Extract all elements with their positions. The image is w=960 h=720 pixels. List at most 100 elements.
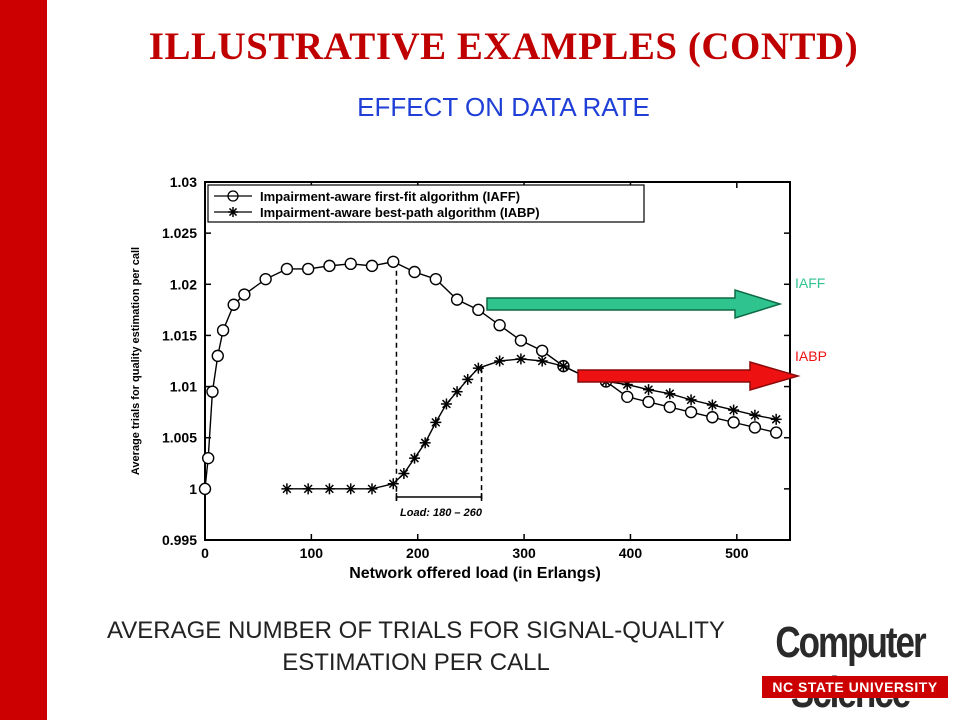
data-point-iabp [281, 483, 293, 495]
star-stroke [771, 414, 781, 424]
data-point-iabp [664, 388, 676, 400]
nc-state-cs-logo: Computer Science NC STATE UNIVERSITY [752, 618, 948, 717]
legend: Impairment-aware first-fit algorithm (IA… [207, 184, 645, 223]
data-point-iaff [706, 411, 719, 424]
data-point-iabp [770, 413, 782, 425]
star-stroke [463, 374, 473, 384]
data-point-iaff [493, 319, 506, 332]
y-tick-label: 0.995 [162, 532, 197, 548]
data-point-iaff [280, 262, 294, 276]
data-point-iabp [728, 404, 740, 416]
data-point-iaff [727, 416, 740, 429]
star-stroke [559, 361, 568, 371]
iaff-arrow [486, 288, 783, 320]
star-stroke [495, 356, 505, 366]
legend-star-glyph [228, 207, 238, 217]
x-tick-label: 400 [619, 545, 643, 561]
star-stroke [750, 410, 760, 420]
series-line-iabp [286, 358, 777, 490]
data-point-iabp [387, 478, 399, 490]
data-point-iaff [514, 334, 528, 347]
legend-marker-iaff [227, 190, 239, 202]
star-stroke [388, 479, 398, 489]
y-tick-label: 1.02 [170, 276, 197, 292]
data-point-iaff [216, 324, 230, 337]
star-stroke [431, 417, 441, 427]
data-point-iaff [227, 298, 240, 311]
legend-box [207, 184, 645, 223]
data-point-iaff [344, 257, 357, 271]
accent-side-bar [0, 0, 47, 720]
star-stroke [420, 438, 430, 448]
star-stroke [303, 484, 313, 494]
data-point-iaff [206, 385, 219, 398]
data-point-iabp [515, 353, 527, 365]
data-point-iaff [259, 272, 272, 286]
legend-label-iabp: Impairment-aware best-path algorithm (IA… [260, 205, 540, 220]
x-tick-label: 300 [512, 545, 536, 561]
legend-label-iaff: Impairment-aware first-fit algorithm (IA… [260, 189, 520, 204]
data-point-iabp [409, 452, 421, 464]
data-point-iabp [440, 398, 452, 410]
data-point-iaff [408, 265, 421, 279]
data-point-iaff [365, 259, 379, 273]
star-stroke [346, 484, 356, 494]
data-point-iaff [201, 451, 215, 465]
bracket-label: Load: 180 – 260 [400, 507, 483, 519]
data-point-iaff [748, 421, 762, 434]
data-point-iabp [462, 373, 474, 385]
data-point-iaff [323, 259, 336, 273]
data-point-iaff [769, 426, 783, 439]
data-point-iabp [749, 409, 761, 421]
data-point-iabp [430, 416, 442, 428]
data-point-iabp [536, 355, 548, 367]
plot-frame [204, 181, 791, 541]
legend-marker-iabp [228, 207, 238, 217]
data-point-iabp [366, 483, 378, 495]
data-point-iabp [706, 399, 718, 411]
star-stroke [442, 399, 451, 409]
slide-subtitle: EFFECT ON DATA RATE [357, 92, 650, 122]
star-stroke [452, 387, 462, 397]
star-stroke [707, 400, 717, 410]
y-tick-label: 1.03 [170, 174, 197, 190]
data-point-iaff [238, 288, 251, 301]
data-point-iaff [642, 395, 655, 409]
iabp-arrow-label: IABP [795, 348, 827, 364]
star-stroke [686, 395, 696, 405]
caption-line-2: ESTIMATION PER CALL [282, 649, 550, 676]
data-point-iabp [494, 355, 506, 367]
data-point-iabp [451, 386, 463, 398]
y-axis-label: Average trials for quality estimation pe… [130, 247, 142, 475]
star-stroke [473, 363, 483, 373]
y-axis: 0.995 1 1.005 1.01 1.015 1.02 1.025 1.03 [162, 174, 790, 548]
x-tick-label: 100 [300, 545, 324, 561]
star-stroke [399, 469, 409, 478]
y-tick-label: 1 [189, 481, 197, 497]
star-stroke [537, 356, 547, 366]
star-stroke [228, 207, 238, 217]
x-tick-label: 200 [406, 545, 430, 561]
data-point-iaff [198, 482, 212, 496]
caption-line-1: AVERAGE NUMBER OF TRIALS FOR SIGNAL-QUAL… [107, 617, 725, 644]
x-axis: 0 100 200 300 400 500 [201, 182, 749, 561]
iabp-arrow-shape [577, 361, 801, 391]
star-stroke [282, 484, 292, 494]
star-stroke [410, 453, 419, 463]
slide-title: ILLUSTRATIVE EXAMPLES (CONTD) [148, 25, 859, 68]
star-stroke [367, 484, 377, 494]
data-point-iaff [663, 400, 677, 414]
data-point-iabp [345, 483, 357, 495]
load-bracket: Load: 180 – 260 [395, 261, 483, 519]
data-point-iaff [301, 262, 315, 276]
logo-nc-state-bar: NC STATE UNIVERSITY [762, 676, 948, 698]
data-point-iaff [621, 390, 634, 403]
iaff-arrow-label: IAFF [795, 275, 825, 291]
data-point-iabp [643, 384, 655, 396]
star-stroke [516, 354, 526, 364]
y-tick-label: 1.005 [162, 430, 197, 446]
star-stroke [644, 385, 653, 395]
star-stroke [665, 389, 675, 399]
y-tick-label: 1.01 [170, 379, 197, 395]
